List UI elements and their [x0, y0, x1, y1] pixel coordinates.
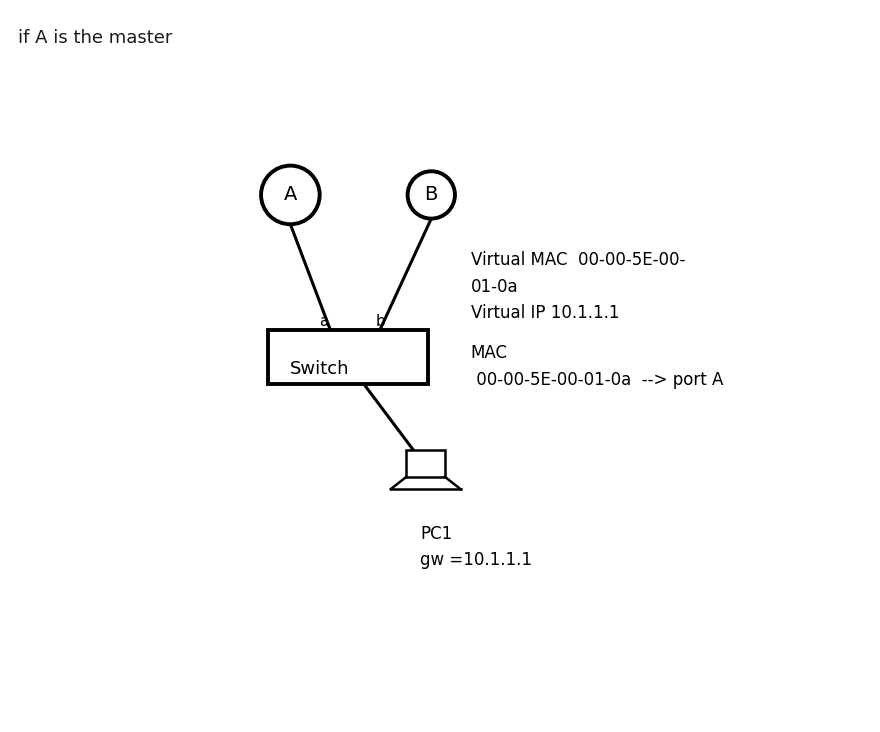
Bar [407, 449, 444, 477]
Text: A: A [283, 185, 297, 204]
Circle shape [261, 165, 319, 224]
Circle shape [407, 171, 455, 219]
Text: if A is the master: if A is the master [18, 29, 172, 48]
Text: b: b [376, 313, 385, 329]
Text: Switch: Switch [290, 359, 349, 378]
Text: MAC
 00-00-5E-00-01-0a  --> port A: MAC 00-00-5E-00-01-0a --> port A [471, 344, 723, 389]
Text: Virtual MAC  00-00-5E-00-
01-0a
Virtual IP 10.1.1.1: Virtual MAC 00-00-5E-00- 01-0a Virtual I… [471, 251, 686, 322]
Text: PC1
gw =10.1.1.1: PC1 gw =10.1.1.1 [420, 525, 532, 569]
Text: B: B [424, 185, 438, 204]
Text: a: a [319, 313, 329, 329]
Bar [268, 330, 429, 384]
